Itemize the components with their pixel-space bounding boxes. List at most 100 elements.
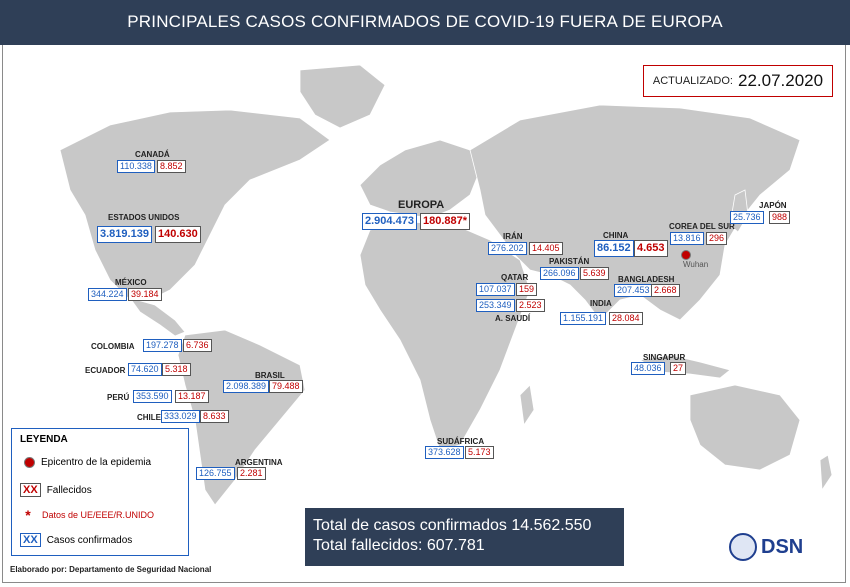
confirmed-symbol: XX xyxy=(20,533,41,547)
deaths-argentina: 2.281 xyxy=(237,467,266,480)
deaths-chile: 8.633 xyxy=(200,410,229,423)
label-india: INDIA xyxy=(590,299,612,308)
deaths-iran: 14.405 xyxy=(529,242,563,255)
updated-label: ACTUALIZADO: xyxy=(652,75,733,87)
confirmed-china: 86.152 xyxy=(594,240,634,257)
deaths-china: 4.653 xyxy=(634,240,668,257)
epicenter-label: Wuhan xyxy=(683,260,709,269)
deaths-southafrica: 5.173 xyxy=(465,446,494,459)
label-korea: COREA DEL SUR xyxy=(669,222,735,231)
confirmed-brasil: 2.098.389 xyxy=(223,380,270,393)
confirmed-canada: 110.338 xyxy=(117,160,155,173)
confirmed-japan: 25.736 xyxy=(730,211,764,224)
label-saudi: A. SAUDÍ xyxy=(495,314,531,323)
legend-eu-row: * Datos de UE/EEE/R.UNIDO xyxy=(20,507,154,523)
deaths-bangladesh: 2.668 xyxy=(651,284,680,297)
label-qatar: QATAR xyxy=(501,273,529,282)
confirmed-saudi: 253.349 xyxy=(476,299,515,312)
label-brasil: BRASIL xyxy=(255,371,285,380)
label-peru: PERÚ xyxy=(107,393,130,402)
confirmed-mexico: 344.224 xyxy=(88,288,127,301)
epicenter-dot-icon xyxy=(24,457,35,468)
deaths-europa: 180.887* xyxy=(420,213,471,230)
confirmed-singapore: 48.036 xyxy=(631,362,665,375)
label-southafrica: SUDÁFRICA xyxy=(437,437,485,446)
confirmed-chile: 333.029 xyxy=(161,410,200,423)
total-confirmed: Total de casos confirmados 14.562.550 xyxy=(313,517,592,534)
label-argentina: ARGENTINA xyxy=(235,458,283,467)
page-title: PRINCIPALES CASOS CONFIRMADOS DE COVID-1… xyxy=(127,12,723,31)
deaths-korea: 296 xyxy=(706,232,728,245)
label-pakistan: PAKISTÁN xyxy=(549,257,590,266)
confirmed-ecuador: 74.620 xyxy=(128,363,162,376)
label-usa: ESTADOS UNIDOS xyxy=(108,213,180,222)
confirmed-india: 1.155.191 xyxy=(560,312,607,325)
new-zealand-shape xyxy=(819,454,833,492)
deaths-japan: 988 xyxy=(769,211,791,224)
deaths-pakistan: 5.639 xyxy=(580,267,609,280)
legend-deaths-text: Fallecidos xyxy=(46,484,92,496)
asia-shape xyxy=(469,104,801,321)
confirmed-colombia: 197.278 xyxy=(143,339,182,352)
label-canada: CANADÁ xyxy=(135,150,170,159)
legend-title: LEYENDA xyxy=(20,434,68,445)
label-singapore: SINGAPUR xyxy=(643,353,686,362)
deaths-mexico: 39.184 xyxy=(128,288,162,301)
confirmed-korea: 13.816 xyxy=(670,232,704,245)
label-mexico: MÉXICO xyxy=(115,278,147,287)
confirmed-peru: 353.590 xyxy=(133,390,172,403)
europe-shape xyxy=(359,139,481,219)
legend-confirmed-text: Casos confirmados xyxy=(46,534,133,546)
legend-epicenter-text: Epicentro de la epidemia xyxy=(41,457,152,468)
africa-shape xyxy=(359,221,531,451)
confirmed-usa: 3.819.139 xyxy=(97,226,152,243)
deaths-india: 28.084 xyxy=(609,312,643,325)
deaths-canada: 8.852 xyxy=(157,160,186,173)
updated-date: 22.07.2020 xyxy=(737,71,824,90)
logo-text: DSN xyxy=(761,535,804,558)
confirmed-europa: 2.904.473 xyxy=(362,213,417,230)
confirmed-pakistan: 266.096 xyxy=(540,267,579,280)
deaths-qatar: 159 xyxy=(516,283,538,296)
deaths-singapore: 27 xyxy=(670,362,687,375)
australia-shape xyxy=(689,384,801,471)
legend: LEYENDA Epicentro de la epidemia XX Fall… xyxy=(11,428,189,556)
confirmed-iran: 276.202 xyxy=(488,242,527,255)
label-japan: JAPÓN xyxy=(759,201,787,210)
madagascar-shape xyxy=(519,384,535,427)
north-america-shape xyxy=(59,109,331,301)
epicenter-marker xyxy=(681,250,691,260)
deaths-ecuador: 5.318 xyxy=(162,363,191,376)
confirmed-bangladesh: 207.453 xyxy=(614,284,653,297)
deaths-usa: 140.630 xyxy=(155,226,201,243)
confirmed-southafrica: 373.628 xyxy=(425,446,464,459)
coat-of-arms-icon xyxy=(729,533,757,561)
asterisk-icon: * xyxy=(25,507,31,523)
total-deaths: Total fallecidos: 607.781 xyxy=(313,537,485,554)
label-europa: EUROPA xyxy=(398,199,445,211)
confirmed-argentina: 126.755 xyxy=(196,467,235,480)
label-iran: IRÁN xyxy=(503,232,523,241)
updated-box: ACTUALIZADO: 22.07.2020 xyxy=(643,65,833,97)
confirmed-qatar: 107.037 xyxy=(476,283,515,296)
deaths-symbol: XX xyxy=(20,483,41,497)
deaths-colombia: 6.736 xyxy=(183,339,212,352)
header-bar: PRINCIPALES CASOS CONFIRMADOS DE COVID-1… xyxy=(0,0,850,45)
legend-confirmed-row: XX Casos confirmados xyxy=(20,533,132,547)
label-colombia: COLOMBIA xyxy=(91,342,135,351)
dsn-logo: DSN xyxy=(729,533,803,561)
central-america-shape xyxy=(129,297,186,337)
deaths-saudi: 2.523 xyxy=(516,299,545,312)
label-chile: CHILE xyxy=(137,413,161,422)
label-china: CHINA xyxy=(603,231,629,240)
label-bangladesh: BANGLADESH xyxy=(618,275,675,284)
legend-epicenter-row: Epicentro de la epidemia xyxy=(20,457,151,468)
world-map xyxy=(59,64,833,506)
totals-box: Total de casos confirmados 14.562.550 To… xyxy=(305,508,624,566)
label-ecuador: ECUADOR xyxy=(85,366,126,375)
legend-eu-text: Datos de UE/EEE/R.UNIDO xyxy=(42,510,155,520)
credit-text: Elaborado por: Departamento de Seguridad… xyxy=(10,565,212,574)
deaths-peru: 13.187 xyxy=(175,390,209,403)
deaths-brasil: 79.488 xyxy=(269,380,303,393)
greenland-shape xyxy=(299,64,386,129)
